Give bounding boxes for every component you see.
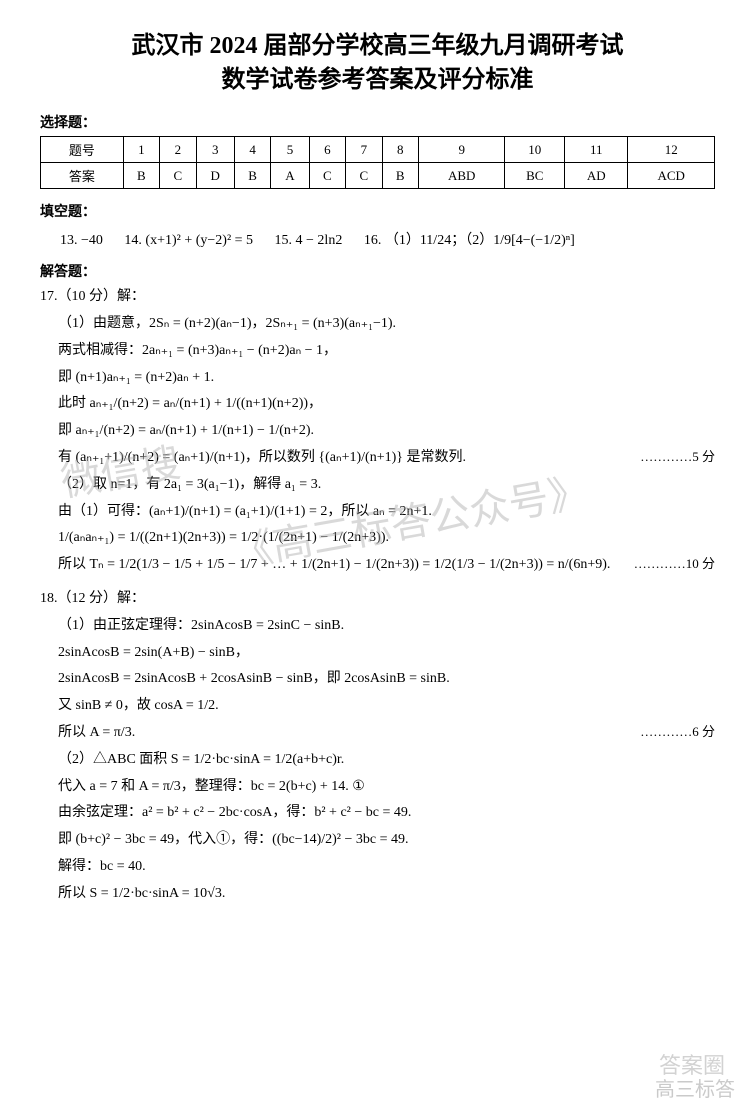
num-cell: 10 [505, 137, 565, 163]
num-cell: 7 [346, 137, 382, 163]
p17-text: 所以 Tₙ = 1/2(1/3 − 1/5 + 1/5 − 1/7 + … + … [58, 557, 610, 572]
p17-line: （2）取 n=1，有 2a₁ = 3(a₁−1)，解得 a₁ = 3. [40, 473, 715, 497]
p18-line: 由余弦定理：a² = b² + c² − 2bc·cosA，得：b² + c² … [40, 801, 715, 825]
p17-line: （1）由题意，2Sₙ = (n+2)(aₙ−1)，2Sₙ₊₁ = (n+3)(a… [40, 312, 715, 336]
p18-line: 2sinAcosB = 2sin(A+B) − sinB， [40, 641, 715, 665]
q14: 14. (x+1)² + (y−2)² = 5 [124, 233, 253, 248]
ans-cell: B [123, 163, 159, 189]
bottom-watermark-2: 高三标答 [655, 1073, 735, 1102]
p18-line: （2）△ABC 面积 S = 1/2·bc·sinA = 1/2(a+b+c)r… [40, 748, 715, 772]
p17-line: 即 aₙ₊₁/(n+2) = aₙ/(n+1) + 1/(n+1) − 1/(n… [40, 419, 715, 443]
p18-line: 即 (b+c)² − 3bc = 49，代入①，得：((bc−14)/2)² −… [40, 828, 715, 852]
header-cell: 题号 [41, 137, 124, 163]
p18-head: 18.（12 分）解： [40, 587, 715, 611]
num-cell: 4 [234, 137, 270, 163]
p18-line: 所以 S = 1/2·bc·sinA = 10√3. [40, 882, 715, 906]
score-note: …………10 分 [634, 553, 715, 575]
q16: 16. （1）11/24；（2）1/9[4−(−1/2)ⁿ] [364, 233, 575, 248]
ans-cell: C [346, 163, 382, 189]
problem-18: 18.（12 分）解： （1）由正弦定理得：2sinAcosB = 2sinC … [40, 587, 715, 906]
p17-text: 有 (aₙ₊₁+1)/(n+2) = (aₙ+1)/(n+1)，所以数列 {(a… [58, 450, 466, 465]
title-line-2: 数学试卷参考答案及评分标准 [40, 64, 715, 98]
num-cell: 9 [418, 137, 505, 163]
p18-text: 所以 A = π/3. [58, 725, 135, 740]
num-cell: 8 [382, 137, 418, 163]
ans-cell: AD [565, 163, 628, 189]
problem-17: 17.（10 分）解： （1）由题意，2Sₙ = (n+2)(aₙ−1)，2Sₙ… [40, 285, 715, 577]
ans-cell: ABD [418, 163, 505, 189]
q15: 15. 4 − 2ln2 [275, 233, 343, 248]
choice-answer-table: 题号 1 2 3 4 5 6 7 8 9 10 11 12 答案 B C D B… [40, 136, 715, 189]
p17-line: 所以 Tₙ = 1/2(1/3 − 1/5 + 1/5 − 1/7 + … + … [40, 553, 715, 577]
num-cell: 11 [565, 137, 628, 163]
num-cell: 6 [309, 137, 345, 163]
title-line-1: 武汉市 2024 届部分学校高三年级九月调研考试 [40, 30, 715, 64]
fill-section-label: 填空题： [40, 201, 715, 221]
p18-line: 解得：bc = 40. [40, 855, 715, 879]
solve-section-label: 解答题： [40, 261, 715, 281]
ans-cell: B [382, 163, 418, 189]
p17-line: 两式相减得：2aₙ₊₁ = (n+3)aₙ₊₁ − (n+2)aₙ − 1， [40, 339, 715, 363]
p18-line: （1）由正弦定理得：2sinAcosB = 2sinC − sinB. [40, 614, 715, 638]
p17-line: 即 (n+1)aₙ₊₁ = (n+2)aₙ + 1. [40, 366, 715, 390]
ans-cell: ACD [628, 163, 715, 189]
ans-cell: B [234, 163, 270, 189]
num-cell: 3 [196, 137, 234, 163]
fill-blank-answers: 13. −40 14. (x+1)² + (y−2)² = 5 15. 4 − … [40, 229, 715, 249]
table-row: 题号 1 2 3 4 5 6 7 8 9 10 11 12 [41, 137, 715, 163]
p18-line: 所以 A = π/3. …………6 分 [40, 721, 715, 745]
num-cell: 2 [160, 137, 196, 163]
ans-cell: A [271, 163, 309, 189]
answer-label-cell: 答案 [41, 163, 124, 189]
page-title: 武汉市 2024 届部分学校高三年级九月调研考试 数学试卷参考答案及评分标准 [40, 30, 715, 97]
num-cell: 1 [123, 137, 159, 163]
ans-cell: D [196, 163, 234, 189]
p17-line: 此时 aₙ₊₁/(n+2) = aₙ/(n+1) + 1/((n+1)(n+2)… [40, 392, 715, 416]
p17-line: 1/(aₙaₙ₊₁) = 1/((2n+1)(2n+3)) = 1/2·(1/(… [40, 526, 715, 550]
num-cell: 5 [271, 137, 309, 163]
ans-cell: BC [505, 163, 565, 189]
ans-cell: C [309, 163, 345, 189]
q13: 13. −40 [60, 233, 103, 248]
num-cell: 12 [628, 137, 715, 163]
ans-cell: C [160, 163, 196, 189]
p18-line: 代入 a = 7 和 A = π/3，整理得：bc = 2(b+c) + 14.… [40, 775, 715, 799]
choice-section-label: 选择题： [40, 112, 715, 132]
p17-line: 有 (aₙ₊₁+1)/(n+2) = (aₙ+1)/(n+1)，所以数列 {(a… [40, 446, 715, 470]
table-row: 答案 B C D B A C C B ABD BC AD ACD [41, 163, 715, 189]
p17-line: 由（1）可得：(aₙ+1)/(n+1) = (a₁+1)/(1+1) = 2，所… [40, 500, 715, 524]
score-note: …………6 分 [640, 721, 715, 743]
score-note: …………5 分 [640, 446, 715, 468]
p17-head: 17.（10 分）解： [40, 285, 715, 309]
p18-line: 又 sinB ≠ 0，故 cosA = 1/2. [40, 694, 715, 718]
p18-line: 2sinAcosB = 2sinAcosB + 2cosAsinB − sinB… [40, 667, 715, 691]
